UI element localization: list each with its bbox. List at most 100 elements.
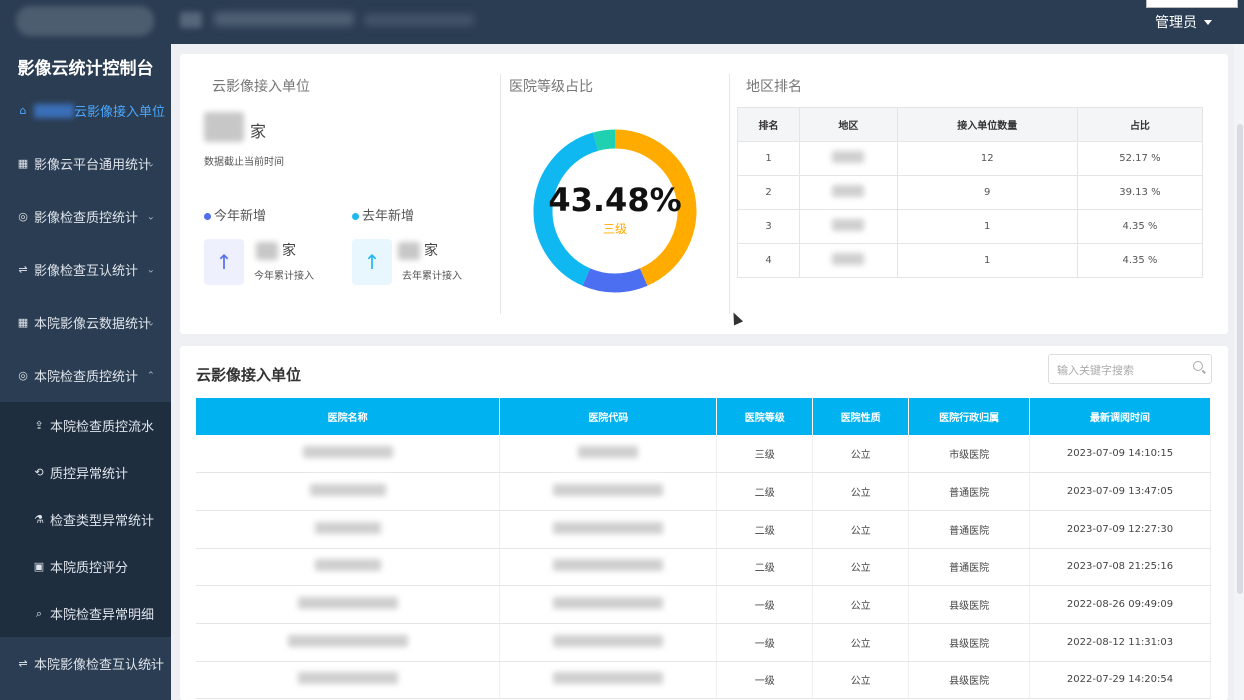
- table-icon: ▦: [17, 157, 29, 170]
- donut-segment-一级[interactable]: [533, 132, 599, 286]
- donut-segment-其他[interactable]: [593, 129, 616, 151]
- column-header[interactable]: 医院性质: [812, 398, 910, 435]
- ranking-title: 地区排名: [746, 79, 802, 95]
- level-cell: 一级: [716, 585, 814, 624]
- table-row[interactable]: 三级 公立 市级医院 2023-07-09 14:10:15: [196, 435, 1211, 474]
- divider: [729, 74, 730, 314]
- table-header-row: 医院名称 医院代码 医院等级 医院性质 医院行政归属 最新调阅时间: [196, 398, 1211, 435]
- last-year-arrow-up-icon: ↑: [352, 239, 392, 285]
- breadcrumb-secondary: [364, 14, 474, 26]
- table-row[interactable]: 二级 公立 普通医院 2023-07-09 13:47:05: [196, 472, 1211, 511]
- column-header[interactable]: 医院代码: [499, 398, 718, 435]
- column-header[interactable]: 医院名称: [196, 398, 501, 435]
- search-input[interactable]: 输入关键字搜索: [1048, 354, 1212, 384]
- ratio-cell: 4.35 %: [1076, 243, 1204, 278]
- column-header[interactable]: 最新调阅时间: [1029, 398, 1211, 435]
- region-cell: [799, 209, 898, 244]
- column-header[interactable]: 医院等级: [716, 398, 814, 435]
- donut-segment-二级[interactable]: [582, 268, 648, 293]
- level-cell: 二级: [716, 510, 814, 549]
- sidebar-subitem-qc-score[interactable]: ▣ 本院质控评分: [0, 543, 171, 590]
- chevron-down-icon: ⌄: [146, 158, 155, 169]
- last-year-legend: 去年新增: [352, 205, 414, 224]
- sidebar-item-label: 本院影像云数据统计: [34, 317, 152, 332]
- sidebar-item-platform-stats[interactable]: ▦ 影像云平台通用统计 ⌄: [0, 137, 171, 190]
- hospital-name-cell: [196, 623, 501, 662]
- hospital-code-cell: [499, 435, 718, 474]
- chevron-down-icon: ⌄: [146, 211, 155, 222]
- time-cell: 2023-07-08 21:25:16: [1029, 548, 1211, 587]
- ranking-header-row: 排名 地区 接入单位数量 占比: [736, 107, 1204, 142]
- ratio-cell: 52.17 %: [1076, 141, 1204, 176]
- table-row[interactable]: 一级 公立 县级医院 2022-08-26 09:49:09: [196, 585, 1211, 624]
- this-year-caption: 今年累计接入: [254, 271, 314, 282]
- region-cell: [799, 175, 898, 210]
- count-cell: 1: [896, 243, 1078, 278]
- ranking-table: 排名 地区 接入单位数量 占比 1 1 2 52.17 % 2 9 39.13 %…: [736, 107, 1204, 278]
- nature-cell: 公立: [812, 623, 910, 662]
- admin-cell: 市级医院: [908, 435, 1031, 474]
- app-logo: [16, 6, 154, 36]
- this-year-label: 今年新增: [214, 209, 267, 224]
- chevron-up-icon: ⌃: [146, 370, 155, 381]
- flask-icon: ⚗: [34, 513, 44, 526]
- ranking-header: 占比: [1076, 107, 1204, 142]
- this-year-legend: 今年新增: [204, 205, 266, 224]
- sidebar-item-label: 影像检查质控统计: [34, 211, 139, 226]
- sidebar-item-label: 本院影像检查互认统计: [34, 658, 165, 673]
- search-icon[interactable]: [1193, 361, 1203, 371]
- sidebar-subitem-qc-flow[interactable]: ⇪ 本院检查质控流水: [0, 402, 171, 449]
- this-year-arrow-up-icon: ↑: [204, 239, 244, 285]
- shield-icon: ◎: [18, 210, 28, 223]
- nature-cell: 公立: [812, 472, 910, 511]
- sidebar-subitem-anomaly-detail[interactable]: ⌕ 本院检查异常明细: [0, 590, 171, 637]
- table-row[interactable]: 二级 公立 普通医院 2023-07-09 12:27:30: [196, 510, 1211, 549]
- sidebar-item-local-qc-stats[interactable]: ◎ 本院检查质控统计 ⌃: [0, 349, 171, 402]
- admin-cell: 普通医院: [908, 548, 1031, 587]
- ranking-row: 4 1 4.35 %: [736, 243, 1204, 278]
- level-cell: 一级: [716, 623, 814, 662]
- page-scrollbar[interactable]: [1234, 44, 1244, 700]
- hospital-name-cell: [196, 548, 501, 587]
- nature-cell: 公立: [812, 510, 910, 549]
- ranking-header: 排名: [736, 107, 801, 142]
- sidebar-item-label: 影像检查互认统计: [34, 264, 139, 279]
- unit-table: 医院名称 医院代码 医院等级 医院性质 医院行政归属 最新调阅时间 三级 公立 …: [196, 398, 1211, 700]
- scrollbar-thumb[interactable]: [1237, 124, 1243, 594]
- time-cell: 2023-07-09 12:27:30: [1029, 510, 1211, 549]
- search-doc-icon: ⌕: [35, 606, 43, 620]
- donut-segment-三级[interactable]: [614, 129, 697, 286]
- count-cell: 1: [896, 209, 1078, 244]
- hospital-code-cell: [499, 548, 718, 587]
- sidebar-subitem-type-anomaly[interactable]: ⚗ 检查类型异常统计: [0, 496, 171, 543]
- this-year-count: [256, 242, 278, 260]
- column-header[interactable]: 医院行政归属: [908, 398, 1031, 435]
- sidebar-item-local-data-stats[interactable]: ▦ 本院影像云数据统计 ⌄: [0, 296, 171, 349]
- admin-cell: 普通医院: [908, 510, 1031, 549]
- unit-list-card: 云影像接入单位 输入关键字搜索 医院名称 医院代码 医院等级 医院性质 医院行政…: [180, 346, 1228, 700]
- ranking-row: 2 9 39.13 %: [736, 175, 1204, 210]
- table-row[interactable]: 二级 公立 普通医院 2023-07-08 21:25:16: [196, 548, 1211, 587]
- sidebar-subitem-qc-anomaly[interactable]: ⟲ 质控异常统计: [0, 449, 171, 496]
- this-year-value: 家: [256, 240, 296, 260]
- table-row[interactable]: 一级 公立 县级医院 2022-08-12 11:31:03: [196, 623, 1211, 662]
- shield-icon: ◎: [18, 369, 28, 382]
- count-cell: 9: [896, 175, 1078, 210]
- user-menu[interactable]: 管理员: [1155, 12, 1212, 32]
- score-icon: ▣: [33, 560, 45, 573]
- donut-center-value: 43.48%: [548, 181, 681, 219]
- time-cell: 2023-07-09 14:10:15: [1029, 435, 1211, 474]
- sidebar-item-access-units[interactable]: ⌂ 云影像接入单位: [0, 84, 171, 137]
- blurred-prefix: [34, 103, 74, 118]
- ratio-cell: 39.13 %: [1076, 175, 1204, 210]
- sidebar-item-local-mutual-stats[interactable]: ⇌ 本院影像检查互认统计 ⌄: [0, 637, 171, 690]
- sidebar: 影像云统计控制台 ⌂ 云影像接入单位 ▦ 影像云平台通用统计 ⌄ ◎ 影像检查质…: [0, 44, 171, 700]
- rank-cell: 2: [736, 175, 801, 210]
- sidebar-item-qc-stats[interactable]: ◎ 影像检查质控统计 ⌄: [0, 190, 171, 243]
- table-row[interactable]: 一级 公立 县级医院 2022-07-29 14:20:54: [196, 661, 1211, 700]
- hospital-code-cell: [499, 510, 718, 549]
- menu-toggle-icon[interactable]: [180, 12, 202, 28]
- sidebar-item-label: 检查类型异常统计: [50, 514, 155, 529]
- sidebar-item-mutual-stats[interactable]: ⇌ 影像检查互认统计 ⌄: [0, 243, 171, 296]
- sidebar-item-label: 云影像接入单位: [74, 105, 166, 120]
